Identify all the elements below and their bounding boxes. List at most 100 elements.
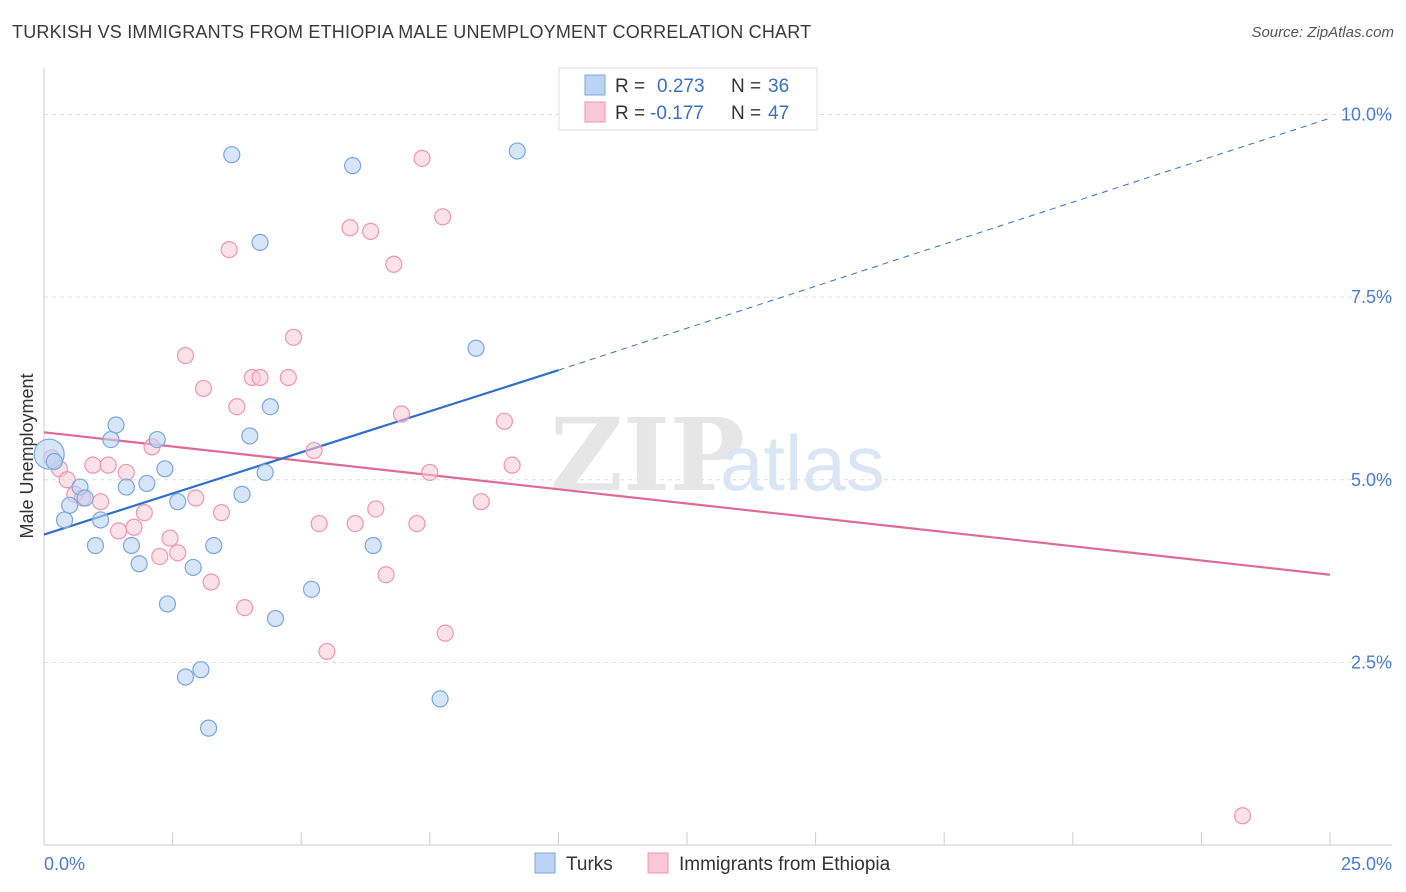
ethiopia-point xyxy=(212,504,231,522)
turks-point xyxy=(86,536,105,555)
ethiopia-point xyxy=(125,518,143,536)
ethiopia-point xyxy=(194,379,213,398)
turks-point xyxy=(266,609,285,628)
legend-swatch-turks xyxy=(584,74,606,96)
turks-point xyxy=(117,478,135,496)
turks-point xyxy=(184,558,202,577)
ethiopia-point xyxy=(362,222,380,240)
trendline-ethiopia xyxy=(43,431,1331,576)
turks-point xyxy=(205,536,223,555)
ethiopia-point xyxy=(1233,807,1252,825)
turks-point xyxy=(431,690,449,708)
turks-point xyxy=(169,493,187,511)
x-tick-label-min: 0.0% xyxy=(44,854,85,874)
turks-point xyxy=(192,661,210,679)
turks-point xyxy=(55,511,74,529)
y-tick-label: 10.0% xyxy=(1341,105,1392,125)
ethiopia-point xyxy=(341,219,359,237)
trendline-turks-extrapolated xyxy=(558,117,1331,371)
turks-point xyxy=(148,430,166,449)
ethiopia-point xyxy=(161,529,179,547)
turks-point xyxy=(233,485,251,503)
ethiopia-point xyxy=(202,573,220,591)
ethiopia-point xyxy=(99,456,117,474)
series-ethiopia-points xyxy=(43,149,1252,825)
chart-title: TURKISH VS IMMIGRANTS FROM ETHIOPIA MALE… xyxy=(12,22,812,42)
bottom-legend-swatch-turks xyxy=(534,852,556,874)
turks-point xyxy=(130,555,148,573)
y-axis-title: Male Unemployment xyxy=(17,373,37,538)
turks-point xyxy=(302,580,321,598)
ethiopia-point xyxy=(367,500,385,518)
ethiopia-point xyxy=(434,208,452,226)
turks-point xyxy=(261,398,279,416)
y-tick-label: 7.5% xyxy=(1351,287,1392,307)
x-ticks xyxy=(172,832,1331,845)
ethiopia-point xyxy=(151,547,169,566)
ethiopia-point xyxy=(305,441,323,460)
ethiopia-point xyxy=(421,463,439,482)
legend-r-label-ethiopia: R = xyxy=(615,103,645,124)
ethiopia-point xyxy=(472,493,490,511)
series-legend: Turks Immigrants from Ethiopia xyxy=(534,852,891,875)
turks-point xyxy=(176,668,195,686)
ethiopia-point xyxy=(236,598,254,617)
series-turks-points xyxy=(33,142,526,737)
trendline-ethiopia-solid xyxy=(43,431,1331,576)
ethiopia-point xyxy=(228,398,246,416)
legend-n-label-ethiopia: N = xyxy=(731,103,761,124)
ethiopia-point xyxy=(392,405,411,423)
turks-point xyxy=(138,474,156,493)
legend-r-value-ethiopia: -0.177 xyxy=(650,103,704,124)
svg-text:ZIP: ZIP xyxy=(550,396,745,514)
ethiopia-point xyxy=(385,255,403,273)
turks-point xyxy=(344,157,362,175)
turks-point xyxy=(91,511,110,529)
ethiopia-point xyxy=(279,368,297,387)
turks-point xyxy=(251,233,269,251)
turks-point xyxy=(223,146,241,164)
turks-point xyxy=(122,536,141,555)
turks-point xyxy=(467,339,485,357)
legend-n-value-turks: 36 xyxy=(768,76,789,97)
turks-point xyxy=(45,452,63,471)
legend-n-value-ethiopia: 47 xyxy=(768,103,789,124)
turks-point xyxy=(102,430,120,449)
ethiopia-point xyxy=(117,463,135,482)
ethiopia-point xyxy=(91,493,110,511)
ethiopia-point xyxy=(310,514,328,533)
ethiopia-point xyxy=(318,642,336,661)
ethiopia-point xyxy=(408,514,426,533)
ethiopia-point xyxy=(109,522,128,540)
turks-point xyxy=(107,416,125,434)
turks-point xyxy=(256,463,274,482)
bottom-legend-swatch-ethiopia xyxy=(647,852,669,874)
ethiopia-point xyxy=(503,456,521,474)
svg-text:atlas: atlas xyxy=(720,419,885,507)
correlation-legend: R = 0.273 N = 36 R = -0.177 N = 47 xyxy=(558,67,818,131)
turks-point xyxy=(156,460,174,478)
ethiopia-point xyxy=(413,149,431,167)
y-tick-labels: 2.5% 5.0% 7.5% 10.0% xyxy=(1341,105,1392,673)
ethiopia-point xyxy=(176,346,195,365)
ethiopia-point xyxy=(84,456,102,474)
turks-point xyxy=(61,496,79,514)
trendline-turks-solid xyxy=(43,369,559,536)
ethiopia-point xyxy=(169,544,187,562)
turks-point xyxy=(76,489,94,507)
source-label: Source: ZipAtlas.com xyxy=(1251,24,1394,41)
legend-n-label-turks: N = xyxy=(731,76,761,97)
y-tick-label: 2.5% xyxy=(1351,652,1392,672)
watermark: ZIP atlas xyxy=(550,396,885,514)
turks-point xyxy=(508,142,526,160)
ethiopia-point xyxy=(135,504,153,522)
turks-point xyxy=(364,536,382,555)
turks-point xyxy=(158,595,177,613)
trendline-turks xyxy=(43,117,1331,536)
gridlines xyxy=(44,114,1392,663)
legend-r-value-turks: 0.273 xyxy=(657,76,705,97)
turks-point xyxy=(200,719,218,737)
bottom-legend-label-ethiopia: Immigrants from Ethiopia xyxy=(679,854,891,875)
legend-r-label-turks: R = xyxy=(615,76,645,97)
